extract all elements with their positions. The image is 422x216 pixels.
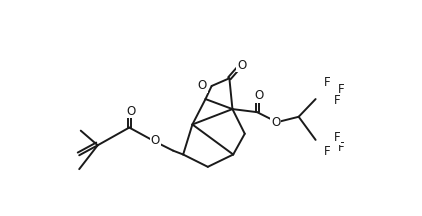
Text: F: F bbox=[324, 145, 330, 158]
Text: F: F bbox=[338, 83, 344, 96]
Text: O: O bbox=[198, 79, 207, 92]
Text: F: F bbox=[324, 76, 330, 89]
Text: O: O bbox=[271, 116, 280, 129]
Text: O: O bbox=[151, 134, 160, 147]
Text: O: O bbox=[254, 89, 263, 102]
Text: O: O bbox=[126, 105, 135, 118]
Text: F: F bbox=[334, 94, 341, 107]
Text: O: O bbox=[237, 59, 246, 72]
Text: F: F bbox=[334, 131, 341, 144]
Text: F: F bbox=[338, 141, 344, 154]
